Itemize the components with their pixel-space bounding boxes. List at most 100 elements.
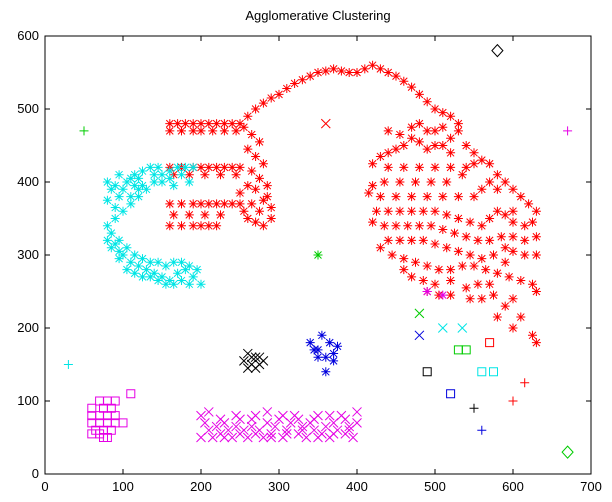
data-point bbox=[531, 338, 541, 348]
data-point bbox=[368, 181, 378, 191]
data-point bbox=[110, 418, 120, 428]
data-point bbox=[329, 356, 339, 366]
data-point bbox=[235, 199, 245, 209]
data-point bbox=[492, 268, 502, 278]
data-point bbox=[122, 243, 132, 253]
data-point bbox=[138, 254, 147, 264]
data-point bbox=[446, 265, 456, 275]
data-point bbox=[481, 265, 491, 275]
data-point bbox=[212, 199, 222, 209]
data-point bbox=[212, 119, 222, 129]
data-point bbox=[328, 418, 339, 428]
data-point bbox=[219, 119, 229, 129]
data-point bbox=[375, 64, 385, 74]
data-point bbox=[399, 254, 409, 264]
data-point bbox=[411, 177, 420, 187]
data-point bbox=[485, 338, 495, 348]
data-point bbox=[153, 276, 163, 286]
data-point bbox=[531, 232, 541, 242]
data-point bbox=[149, 268, 159, 278]
data-point bbox=[524, 199, 534, 209]
data-point bbox=[203, 425, 214, 436]
data-point bbox=[169, 257, 179, 267]
series-blue-asterisk bbox=[305, 330, 342, 377]
data-point bbox=[207, 432, 218, 443]
data-point bbox=[153, 257, 163, 267]
data-point bbox=[161, 261, 171, 271]
data-point bbox=[239, 122, 249, 132]
data-point bbox=[251, 184, 261, 194]
data-point bbox=[188, 162, 198, 172]
data-point bbox=[145, 162, 155, 172]
data-point bbox=[391, 221, 401, 231]
data-point bbox=[461, 162, 471, 172]
data-point bbox=[520, 235, 530, 245]
data-point bbox=[313, 250, 323, 260]
series-green-x bbox=[414, 308, 425, 319]
data-point bbox=[430, 141, 440, 150]
data-point bbox=[469, 261, 479, 271]
data-point bbox=[165, 221, 175, 231]
data-point bbox=[157, 177, 167, 187]
data-point bbox=[134, 184, 144, 194]
chart-title: Agglomerative Clustering bbox=[245, 8, 391, 23]
data-point bbox=[414, 89, 424, 99]
data-point bbox=[184, 261, 194, 271]
data-point bbox=[438, 224, 448, 234]
data-point bbox=[414, 221, 424, 231]
data-point bbox=[258, 221, 268, 231]
data-point bbox=[453, 119, 463, 129]
data-point bbox=[438, 141, 448, 150]
data-point bbox=[411, 257, 420, 267]
data-point bbox=[106, 425, 116, 435]
data-point bbox=[453, 214, 463, 223]
series-green-asterisk bbox=[313, 250, 323, 260]
data-point bbox=[255, 206, 264, 216]
data-point bbox=[516, 276, 526, 286]
data-point bbox=[491, 43, 504, 58]
data-point bbox=[324, 410, 335, 421]
data-point bbox=[114, 170, 124, 180]
data-point bbox=[508, 396, 518, 406]
data-point bbox=[469, 403, 479, 413]
data-point bbox=[110, 203, 120, 213]
series-red-asterisk bbox=[165, 60, 541, 348]
data-point bbox=[414, 162, 424, 172]
data-point bbox=[446, 133, 456, 143]
data-point bbox=[305, 71, 315, 81]
data-point bbox=[110, 396, 120, 406]
data-point bbox=[118, 250, 128, 260]
data-point bbox=[262, 181, 272, 191]
data-point bbox=[130, 181, 140, 191]
data-point bbox=[375, 151, 385, 161]
data-point bbox=[188, 119, 198, 129]
data-point bbox=[173, 119, 183, 129]
data-point bbox=[145, 272, 155, 282]
data-point bbox=[321, 367, 331, 377]
data-point bbox=[141, 265, 151, 275]
data-point bbox=[450, 228, 459, 238]
series-green-square bbox=[453, 345, 471, 355]
data-point bbox=[336, 66, 346, 76]
data-point bbox=[110, 214, 120, 223]
data-point bbox=[407, 192, 417, 202]
data-point bbox=[266, 432, 277, 443]
data-point bbox=[379, 221, 389, 231]
data-point bbox=[79, 126, 89, 136]
data-point bbox=[489, 250, 498, 260]
data-point bbox=[492, 206, 502, 216]
data-point bbox=[422, 287, 432, 296]
data-point bbox=[418, 276, 428, 286]
series-cyan-square bbox=[477, 367, 498, 377]
data-point bbox=[250, 352, 261, 363]
data-point bbox=[184, 177, 194, 187]
data-point bbox=[422, 261, 432, 271]
data-point bbox=[227, 432, 238, 443]
data-point bbox=[430, 206, 440, 216]
data-point bbox=[414, 119, 424, 129]
data-point bbox=[251, 151, 261, 161]
data-point bbox=[453, 246, 463, 256]
data-point bbox=[114, 235, 124, 245]
data-point bbox=[278, 410, 288, 421]
